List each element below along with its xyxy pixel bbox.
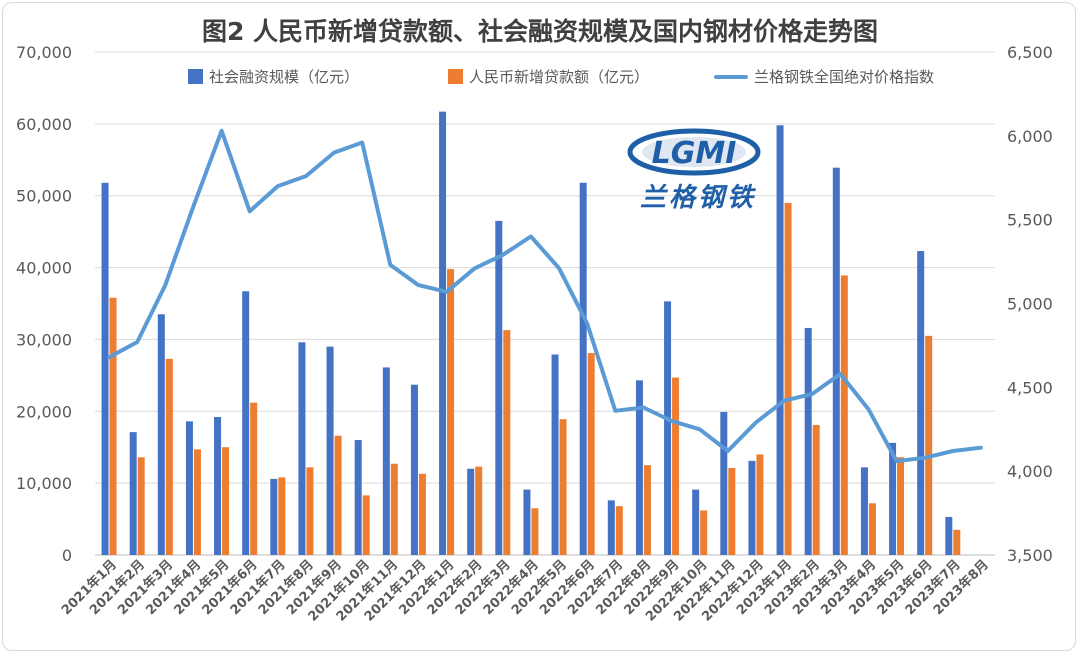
- bar-new-loans: [756, 454, 764, 555]
- y-left-tick-label: 40,000: [16, 259, 72, 278]
- bar-social-financing: [523, 489, 531, 555]
- y-left-tick-label: 30,000: [16, 330, 72, 349]
- y-right-tick-label: 6,000: [1007, 127, 1053, 146]
- bar-social-financing: [720, 412, 728, 555]
- bar-new-loans: [334, 435, 342, 555]
- bar-new-loans: [784, 202, 792, 555]
- y-left-tick-label: 60,000: [16, 115, 72, 134]
- bar-new-loans: [587, 353, 595, 555]
- bar-social-financing: [354, 440, 362, 555]
- bar-new-loans: [222, 447, 230, 555]
- bar-social-financing: [579, 182, 587, 555]
- bar-new-loans: [390, 463, 398, 555]
- legend-item-social-financing: 社会融资规模（亿元）: [188, 66, 359, 87]
- bar-new-loans: [953, 529, 961, 555]
- legend-label-social-financing: 社会融资规模（亿元）: [209, 68, 360, 86]
- bar-social-financing: [917, 251, 925, 555]
- y-left-tick-label: 20,000: [16, 402, 72, 421]
- y-right-tick-label: 5,500: [1007, 211, 1053, 230]
- bar-new-loans: [615, 506, 623, 555]
- bar-social-financing: [748, 460, 756, 555]
- y-left-tick-label: 70,000: [16, 43, 72, 62]
- bar-social-financing: [664, 301, 672, 555]
- legend-swatch-social-financing: [188, 69, 203, 84]
- bar-new-loans: [109, 297, 117, 555]
- bar-social-financing: [214, 417, 222, 555]
- bar-social-financing: [298, 342, 306, 555]
- y-right-tick-label: 3,500: [1007, 546, 1053, 565]
- legend-item-price-index: 兰格钢铁全国绝对价格指数: [714, 66, 934, 87]
- y-left-tick-label: 50,000: [16, 187, 72, 206]
- legend-swatch-new-loans: [448, 69, 463, 84]
- lgmi-logo-mark: LGMI 兰格钢铁: [627, 128, 761, 213]
- bar-new-loans: [925, 335, 933, 555]
- bar-social-financing: [607, 500, 615, 555]
- bar-social-financing: [889, 442, 897, 555]
- bar-new-loans: [868, 503, 876, 555]
- bar-social-financing: [692, 489, 700, 555]
- bar-social-financing: [242, 291, 250, 555]
- bar-social-financing: [635, 380, 643, 555]
- bar-social-financing: [410, 384, 418, 555]
- y-right-tick-label: 6,500: [1007, 43, 1053, 62]
- bar-social-financing: [804, 327, 812, 555]
- chart-legend: 社会融资规模（亿元） 人民币新增贷款额（亿元） 兰格钢铁全国绝对价格指数: [0, 66, 1080, 88]
- y-right-tick-label: 5,000: [1007, 295, 1053, 314]
- bar-new-loans: [306, 467, 314, 555]
- bar-new-loans: [672, 377, 680, 555]
- bar-social-financing: [551, 354, 559, 555]
- bar-new-loans: [250, 402, 258, 555]
- legend-item-new-loans: 人民币新增贷款额（亿元）: [448, 66, 649, 87]
- bar-social-financing: [157, 314, 165, 555]
- bar-new-loans: [728, 468, 736, 555]
- legend-label-new-loans: 人民币新增贷款额（亿元）: [469, 68, 650, 86]
- bar-new-loans: [278, 477, 286, 555]
- bar-new-loans: [643, 465, 651, 555]
- bar-new-loans: [165, 358, 173, 555]
- legend-label-price-index: 兰格钢铁全国绝对价格指数: [754, 68, 935, 86]
- bar-new-loans: [531, 508, 539, 555]
- bar-new-loans: [840, 275, 848, 555]
- y-right-tick-label: 4,500: [1007, 378, 1053, 397]
- bar-social-financing: [270, 478, 278, 555]
- bar-new-loans: [418, 473, 426, 555]
- bar-social-financing: [382, 367, 390, 555]
- chart-title: 图2 人民币新增贷款额、社会融资规模及国内钢材价格走势图: [201, 17, 879, 46]
- bar-social-financing: [326, 346, 334, 555]
- bar-new-loans: [559, 419, 567, 555]
- bar-new-loans: [362, 495, 370, 555]
- bar-new-loans: [503, 330, 511, 555]
- bar-new-loans: [447, 269, 455, 555]
- bar-social-financing: [860, 467, 868, 555]
- bar-social-financing: [467, 468, 475, 555]
- logo-ring-inner: [642, 137, 746, 167]
- bar-social-financing: [832, 167, 840, 555]
- logo-name-text: 兰格钢铁: [640, 183, 757, 213]
- bar-new-loans: [137, 457, 145, 555]
- logo-ring: [627, 128, 761, 176]
- bar-social-financing: [945, 516, 953, 555]
- y-left-tick-label: 0: [62, 546, 72, 565]
- legend-swatch-price-index: [714, 74, 748, 79]
- bar-social-financing: [185, 421, 193, 555]
- bar-new-loans: [897, 457, 905, 555]
- bar-new-loans: [812, 424, 820, 555]
- lgmi-logo: LGMI 兰格钢铁: [626, 126, 776, 216]
- y-right-tick-label: 4,000: [1007, 462, 1053, 481]
- bar-social-financing: [776, 125, 784, 556]
- bar-new-loans: [193, 449, 201, 555]
- bar-new-loans: [475, 466, 483, 555]
- logo-mark-text: LGMI: [652, 136, 737, 171]
- y-left-tick-label: 10,000: [16, 474, 72, 493]
- line-price-index: [107, 128, 983, 464]
- bar-social-financing: [129, 432, 137, 555]
- bar-social-financing: [101, 182, 109, 555]
- bar-new-loans: [700, 510, 708, 555]
- bar-social-financing: [495, 220, 503, 555]
- bar-social-financing: [439, 111, 447, 556]
